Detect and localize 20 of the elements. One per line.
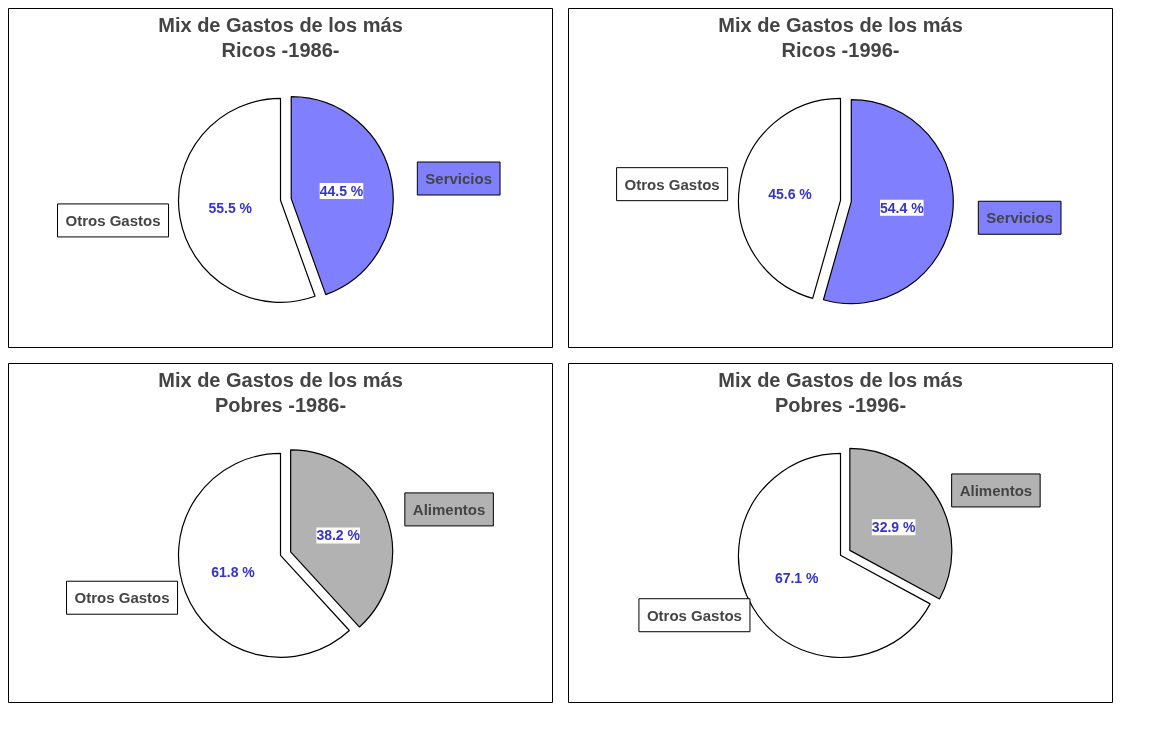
data-label: 44.5 % — [319, 182, 364, 199]
data-label: 38.2 % — [316, 527, 361, 544]
data-label: 61.8 % — [211, 563, 256, 580]
data-label: 67.1 % — [774, 570, 820, 587]
slice-label: Otros Gastos — [74, 589, 170, 607]
slice-label: Otros Gastos — [65, 211, 161, 229]
chart-title: Mix de Gastos de los más Pobres -1986- — [158, 368, 403, 416]
chart-title: Mix de Gastos de los más Ricos -1986- — [158, 13, 403, 61]
slice-label: Otros Gastos — [646, 606, 742, 624]
slice-label: Otros Gastos — [624, 175, 720, 193]
data-label: 54.4 % — [880, 199, 925, 216]
data-label: 55.5 % — [208, 200, 253, 217]
slice-label: Servicios — [425, 170, 493, 188]
slice-label: Alimentos — [412, 500, 486, 518]
slice-label: Servicios — [986, 209, 1054, 227]
data-label: 45.6 % — [768, 186, 813, 203]
chart-title: Mix de Gastos de los más Ricos -1996- — [718, 13, 963, 61]
data-label: 32.9 % — [871, 519, 917, 536]
slice-label: Alimentos — [959, 481, 1033, 499]
chart-title: Mix de Gastos de los más Pobres -1996- — [718, 368, 963, 416]
